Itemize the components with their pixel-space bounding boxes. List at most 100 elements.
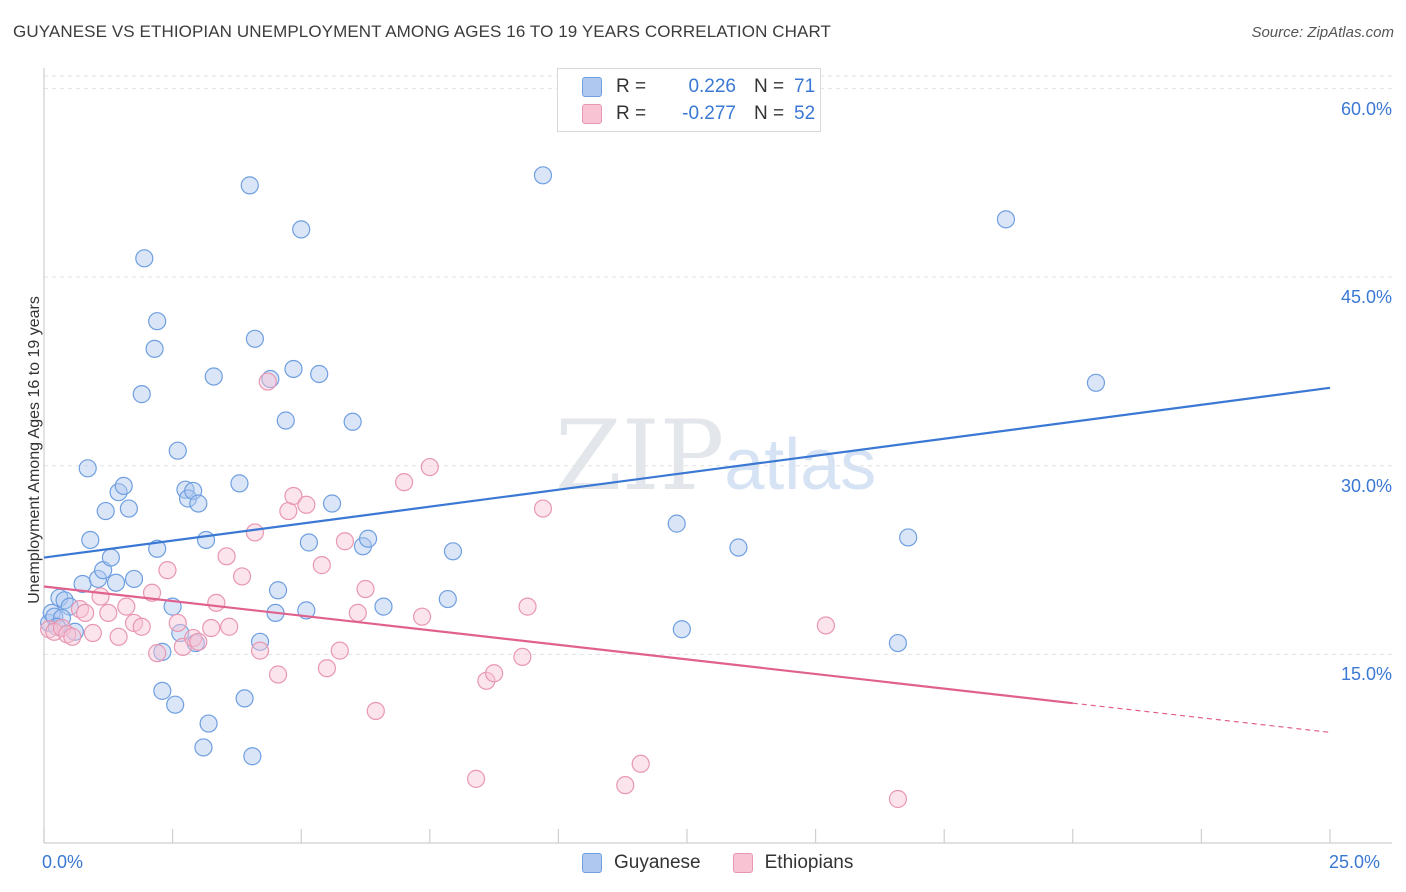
data-point-guyanese — [443, 542, 463, 561]
data-point-ethiopians — [616, 776, 635, 795]
data-point-guyanese — [343, 412, 362, 431]
data-point-ethiopians — [631, 754, 650, 773]
data-point-guyanese — [119, 499, 138, 518]
data-point-guyanese — [106, 573, 126, 592]
data-point-ethiopians — [513, 647, 532, 667]
data-point-ethiopians — [220, 617, 239, 636]
data-point-guyanese — [292, 220, 311, 239]
trend-lines — [43, 386, 1331, 733]
data-point-guyanese — [135, 249, 154, 268]
legend-label-guyanese: Guyanese — [614, 852, 701, 873]
data-point-ethiopians — [268, 665, 288, 684]
data-point-ethiopians — [132, 617, 151, 636]
data-point-ethiopians — [40, 620, 59, 639]
legend-r-value: 0.226 — [688, 76, 736, 97]
series-legend: Guyanese Ethiopians — [582, 852, 885, 874]
data-point-guyanese — [899, 528, 918, 547]
legend-label-ethiopians: Ethiopians — [764, 852, 854, 873]
legend-r-label: R = — [616, 76, 647, 97]
data-points — [40, 166, 1106, 809]
data-point-ethiopians — [348, 603, 367, 623]
legend-swatch-guyanese — [582, 853, 602, 873]
data-point-ethiopians — [356, 579, 375, 599]
data-point-guyanese — [132, 385, 151, 404]
data-point-guyanese — [52, 608, 72, 628]
data-point-ethiopians — [258, 372, 277, 391]
data-point-ethiopians — [477, 671, 496, 690]
data-point-guyanese — [148, 312, 167, 331]
data-point-ethiopians — [217, 547, 236, 566]
legend-item-guyanese[interactable]: Guyanese — [582, 852, 701, 874]
data-point-guyanese — [310, 364, 329, 384]
watermark-zip: ZIP — [555, 400, 725, 512]
data-point-ethiopians — [202, 618, 221, 638]
data-point-guyanese — [284, 359, 303, 379]
data-point-ethiopians — [250, 641, 270, 660]
data-point-ethiopians — [518, 597, 537, 616]
data-point-ethiopians — [148, 644, 167, 663]
data-point-ethiopians — [297, 495, 316, 514]
y-tick-label: 15.0% — [1340, 664, 1392, 685]
data-point-guyanese — [230, 474, 249, 493]
data-point-ethiopians — [58, 625, 77, 644]
data-point-guyanese — [194, 738, 213, 757]
legend-r-label: R = — [616, 103, 647, 124]
y-tick-label: 60.0% — [1340, 98, 1392, 119]
data-point-ethiopians — [366, 701, 385, 721]
data-point-ethiopians — [420, 457, 439, 477]
data-point-ethiopians — [245, 523, 265, 542]
source-credit: Source: ZipAtlas.com — [1251, 24, 1394, 41]
data-point-guyanese — [189, 494, 208, 513]
data-point-ethiopians — [279, 501, 298, 521]
legend-item-ethiopians[interactable]: Ethiopians — [732, 852, 854, 874]
data-point-ethiopians — [83, 623, 102, 643]
data-point-ethiopians — [533, 499, 553, 518]
data-point-guyanese — [114, 476, 133, 496]
data-point-ethiopians — [109, 627, 128, 646]
data-point-guyanese — [276, 411, 295, 430]
data-point-guyanese — [148, 539, 167, 558]
legend-swatch-ethiopians — [582, 104, 602, 124]
data-point-guyanese — [299, 533, 319, 552]
data-point-ethiopians — [207, 593, 226, 612]
data-point-ethiopians — [466, 769, 486, 788]
data-point-guyanese — [235, 689, 254, 708]
legend-row-ethiopians: R = -0.277 N = 52 — [582, 102, 815, 126]
data-point-ethiopians — [91, 587, 110, 606]
data-point-ethiopians — [168, 613, 187, 633]
y-tick-label: 45.0% — [1340, 287, 1392, 308]
data-point-guyanese — [729, 538, 748, 557]
data-point-guyanese — [166, 695, 185, 714]
data-point-ethiopians — [284, 486, 303, 506]
axes — [43, 68, 1392, 844]
data-point-guyanese — [533, 166, 553, 185]
data-point-ethiopians — [816, 616, 835, 635]
trend-line-guyanese — [43, 386, 1331, 559]
data-point-ethiopians — [485, 664, 504, 683]
data-point-guyanese — [888, 633, 908, 653]
data-point-guyanese — [322, 494, 342, 513]
data-point-guyanese — [438, 589, 457, 609]
legend-swatch-guyanese — [582, 77, 602, 97]
data-point-ethiopians — [63, 627, 82, 646]
data-point-ethiopians — [412, 607, 432, 626]
legend-n-value: 52 — [794, 103, 816, 124]
data-point-guyanese — [297, 601, 316, 620]
data-point-guyanese — [145, 339, 164, 358]
data-point-ethiopians — [335, 532, 355, 551]
data-point-ethiopians — [312, 556, 331, 575]
legend-row-guyanese: R = 0.226 N = 71 — [582, 75, 815, 99]
data-point-guyanese — [261, 369, 280, 389]
data-point-guyanese — [358, 529, 378, 548]
data-point-ethiopians — [330, 641, 349, 660]
legend-n-value: 71 — [794, 76, 816, 97]
data-point-guyanese — [78, 459, 97, 478]
data-point-guyanese — [245, 329, 265, 348]
watermark: ZIPatlas — [555, 400, 876, 512]
data-point-ethiopians — [142, 583, 162, 602]
data-point-guyanese — [168, 441, 187, 460]
data-point-ethiopians — [189, 632, 208, 651]
data-point-guyanese — [96, 501, 115, 521]
data-point-guyanese — [240, 176, 259, 195]
data-point-ethiopians — [158, 561, 177, 580]
